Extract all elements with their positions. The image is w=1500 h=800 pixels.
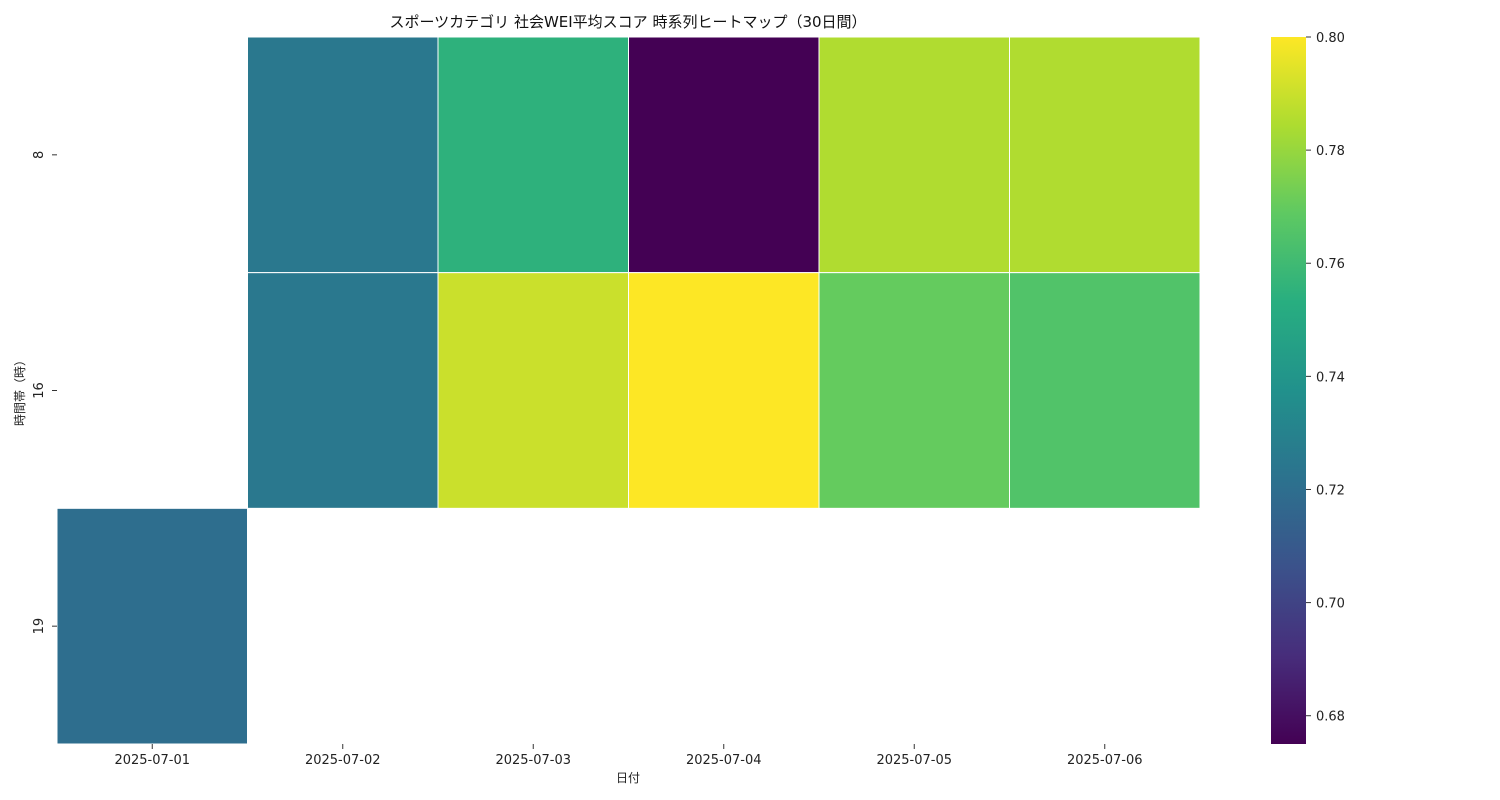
heatmap-cells [56,36,1201,745]
y-tick-label: 8 [32,151,47,159]
x-axis-label: 日付 [616,771,640,785]
heatmap-cell-16-2025-07-04 [628,272,820,509]
y-tick-label: 16 [32,382,47,399]
x-tick-label: 2025-07-05 [876,753,952,768]
y-axis-ticks: 8 16 19 [32,151,57,635]
x-tick-label: 2025-07-01 [114,753,190,768]
colorbar-tick-label: 0.70 [1316,597,1345,612]
heatmap-cell-16-2025-07-05 [818,272,1010,509]
heatmap-cell-19-2025-07-01 [56,507,248,745]
colorbar-tick-label: 0.76 [1316,257,1345,272]
heatmap-cell-16-2025-07-02 [247,272,439,509]
x-tick-label: 2025-07-03 [495,753,571,768]
x-tick-label: 2025-07-06 [1067,753,1143,768]
colorbar-tick-label: 0.74 [1316,370,1345,385]
colorbar-tick-label: 0.80 [1316,31,1345,46]
colorbar-tick-label: 0.78 [1316,144,1345,159]
colorbar: 0.68 0.70 0.72 0.74 0.76 0.78 0.80 [1271,31,1345,744]
y-axis-label: 時間帯（時） [13,354,27,426]
colorbar-ticks: 0.68 0.70 0.72 0.74 0.76 0.78 0.80 [1306,31,1345,725]
colorbar-gradient [1271,37,1306,744]
heatmap-cell-16-2025-07-03 [437,272,629,509]
colorbar-tick-label: 0.68 [1316,710,1345,725]
x-tick-label: 2025-07-04 [686,753,762,768]
heatmap-cell-8-2025-07-06 [1009,36,1201,274]
x-tick-label: 2025-07-02 [305,753,381,768]
chart-title: スポーツカテゴリ 社会WEI平均スコア 時系列ヒートマップ（30日間） [389,13,866,31]
heatmap-cell-16-2025-07-06 [1009,272,1201,509]
heatmap-cell-8-2025-07-02 [247,36,439,274]
y-tick-label: 19 [32,618,47,635]
colorbar-tick-label: 0.72 [1316,483,1345,498]
heatmap-cell-8-2025-07-04 [628,36,820,274]
x-axis-ticks: 2025-07-01 2025-07-02 2025-07-03 2025-07-04… [114,744,1143,768]
heatmap-cell-8-2025-07-03 [437,36,629,274]
heatmap-cell-8-2025-07-05 [818,36,1010,274]
